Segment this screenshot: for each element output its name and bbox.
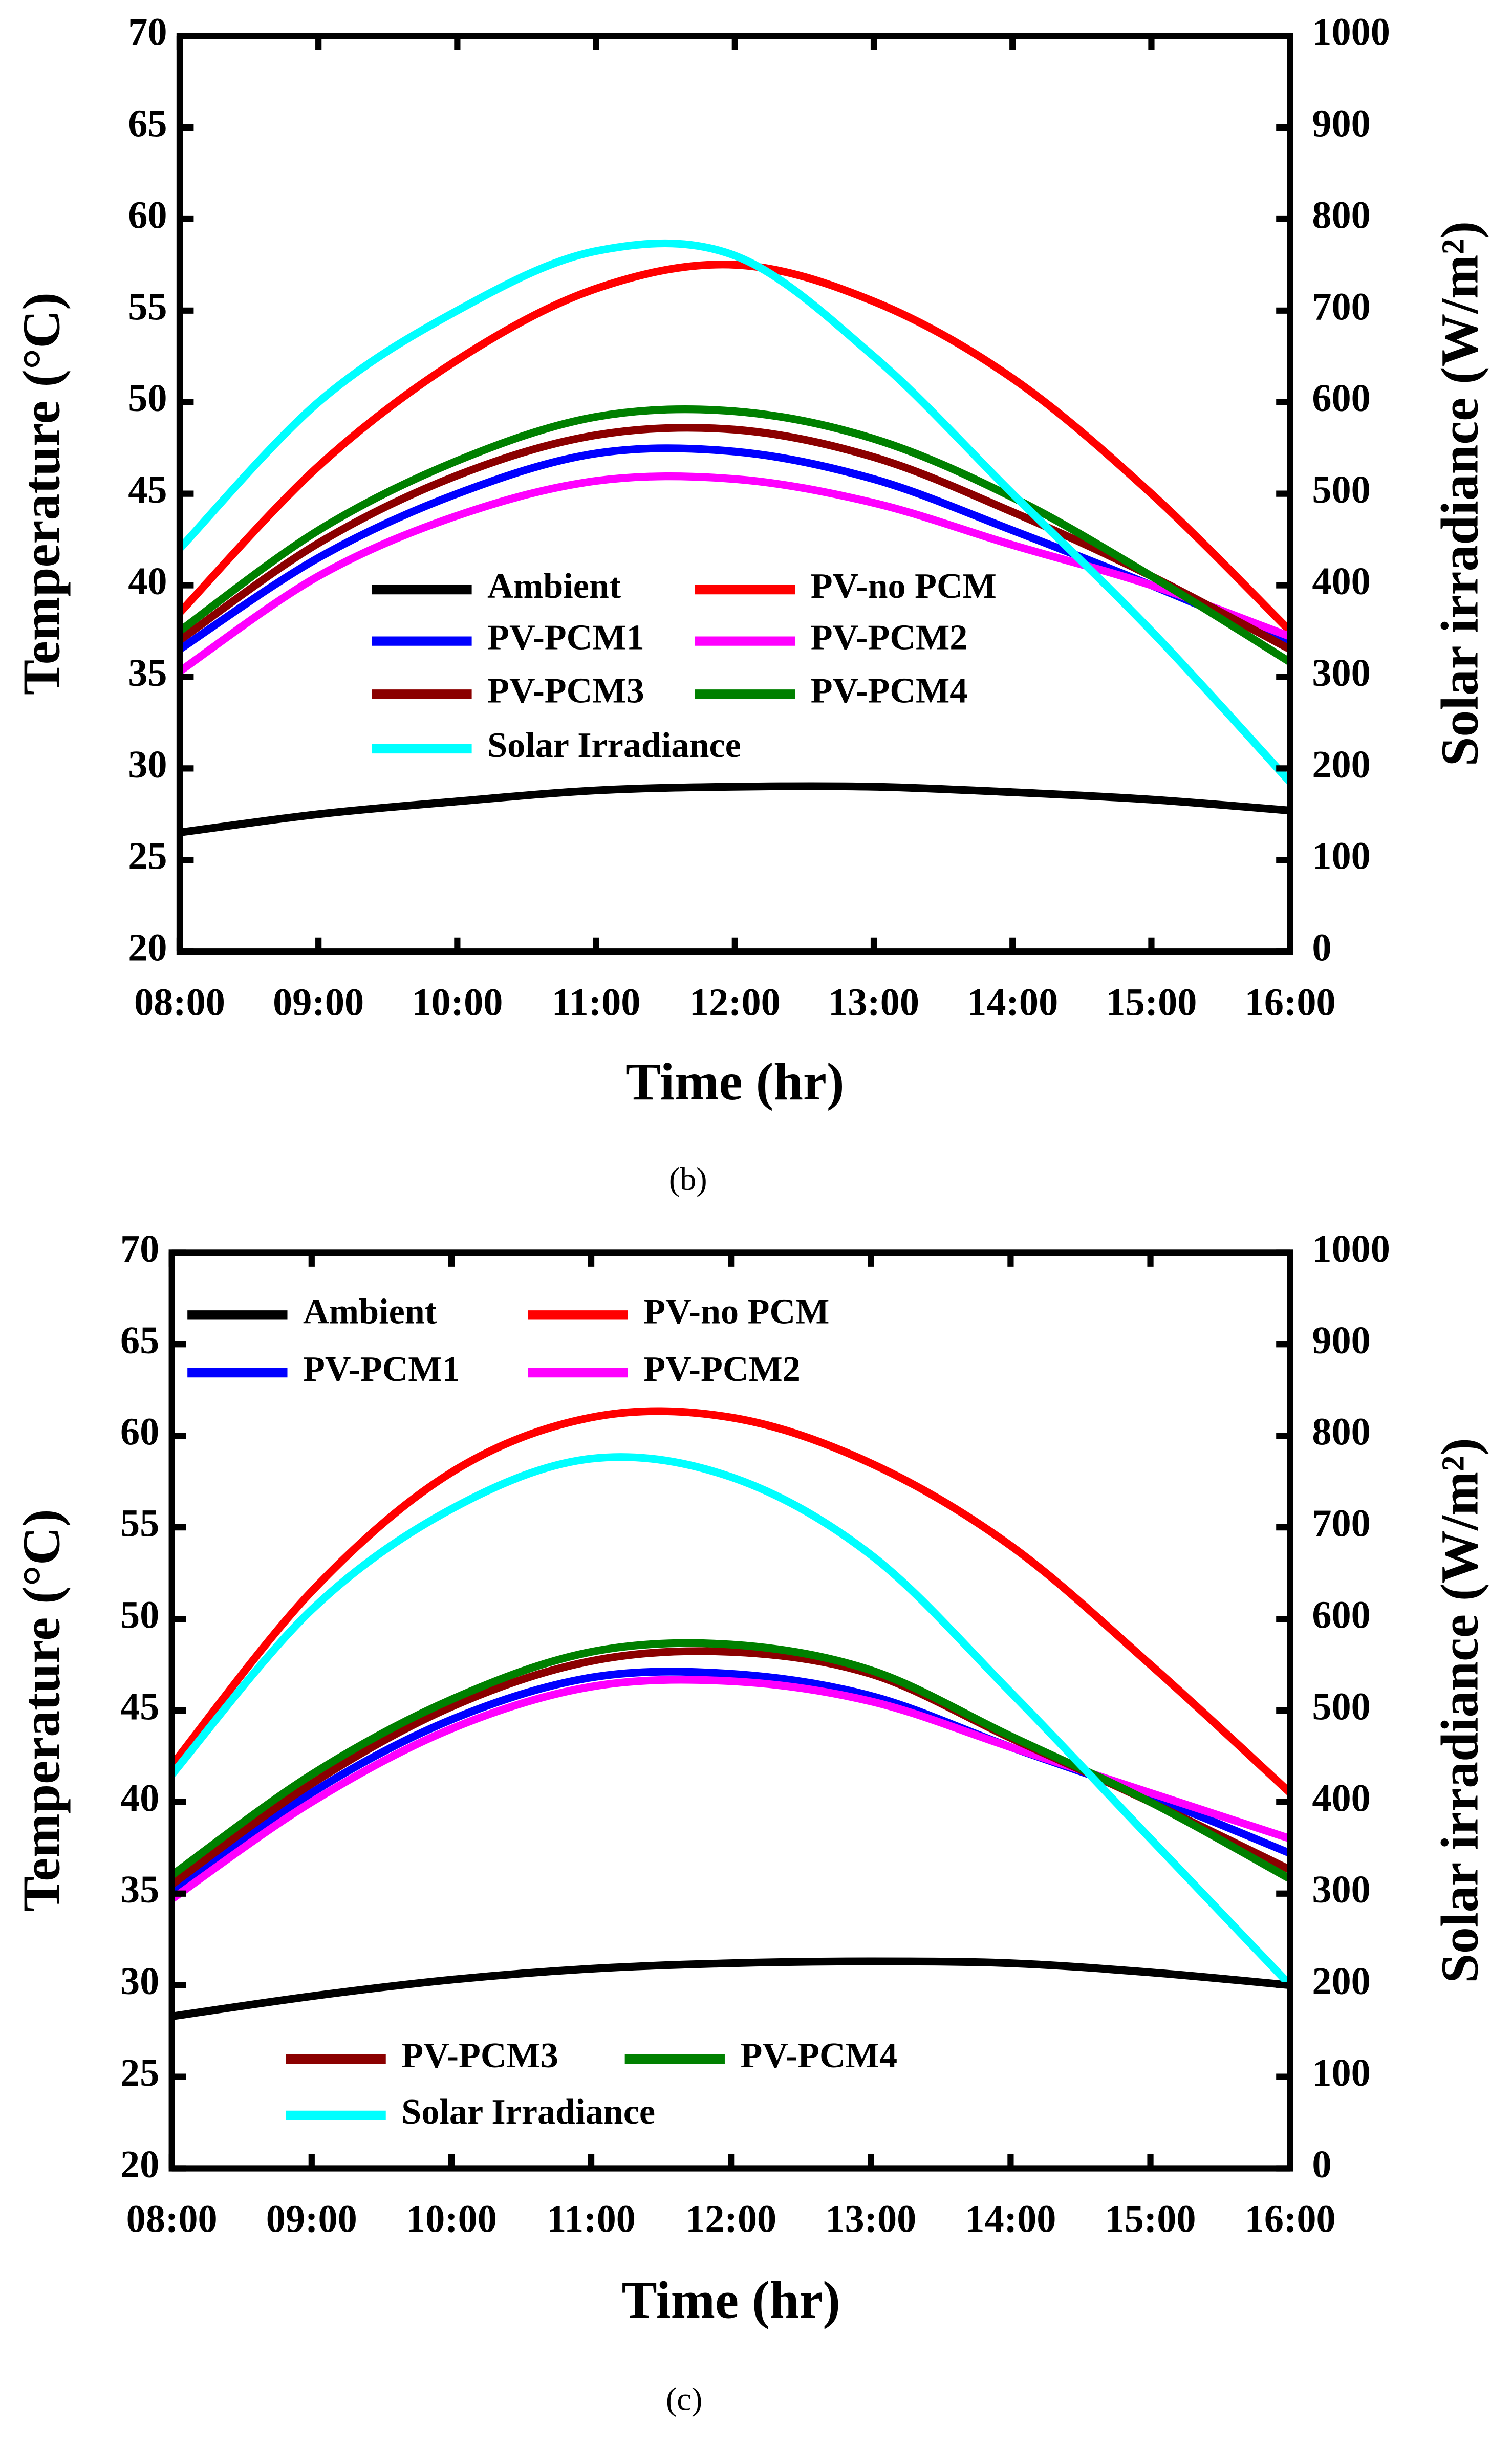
- y2-tick-label: 800: [1312, 193, 1370, 236]
- x-tick-label: 13:00: [828, 981, 919, 1024]
- x-tick-label: 14:00: [967, 981, 1058, 1024]
- series-line: [168, 1407, 1293, 1796]
- y-tick-label: 60: [120, 1411, 159, 1454]
- series-line: [169, 1639, 1292, 1882]
- x-tick-label: 15:00: [1105, 2198, 1196, 2241]
- y2-tick-label: 200: [1312, 743, 1370, 786]
- y2-tick-label: 700: [1312, 285, 1370, 328]
- y-tick-label: 40: [120, 1777, 159, 1820]
- series-line: [171, 1957, 1291, 2021]
- chart: 2025303540455055606570010020030040050060…: [12, 11, 1489, 1197]
- y-tick-label: 50: [128, 377, 167, 420]
- y-tick-label: 20: [128, 926, 167, 969]
- y-tick-label: 35: [128, 652, 167, 695]
- y2-tick-label: 600: [1312, 1594, 1370, 1637]
- legend-label: PV-no PCM: [643, 1291, 829, 1331]
- y-tick-label: 65: [120, 1319, 159, 1362]
- plot-frame: [168, 1249, 1293, 2172]
- y-tick-label: 55: [128, 285, 167, 328]
- y-tick-label: 40: [128, 560, 167, 603]
- y-tick-label: 70: [120, 1227, 159, 1270]
- y2-tick-label: 0: [1312, 926, 1331, 969]
- x-tick-label: 16:00: [1245, 981, 1336, 1024]
- y2-tick-label: 1000: [1312, 1227, 1390, 1270]
- y-tick-label: 55: [120, 1502, 159, 1545]
- series-line: [169, 1647, 1292, 1888]
- x-tick-label: 15:00: [1106, 981, 1197, 1024]
- y-axis-label: Temperature (°C): [12, 1509, 71, 1912]
- legend-label: PV-PCM1: [487, 618, 644, 658]
- y2-tick-label: 200: [1312, 1960, 1370, 2003]
- x-tick-label: 09:00: [266, 2198, 357, 2241]
- y2-tick-label: 400: [1312, 1777, 1370, 1820]
- x-tick-label: 10:00: [406, 2198, 497, 2241]
- x-axis-label: Time (hr): [625, 1053, 844, 1111]
- y2-tick-label: 900: [1312, 102, 1370, 145]
- series-line: [177, 239, 1293, 785]
- y-tick-label: 35: [120, 1868, 159, 1911]
- legend-label: PV-PCM3: [401, 2036, 558, 2075]
- y2-axis-label: Solar irradiance (W/m²): [1431, 221, 1489, 766]
- series-line: [168, 1453, 1293, 1988]
- legend-label: Solar Irradiance: [487, 725, 741, 765]
- y2-tick-label: 500: [1312, 1685, 1370, 1728]
- y-tick-label: 50: [120, 1594, 159, 1637]
- series-line: [177, 261, 1293, 634]
- y2-tick-label: 400: [1312, 560, 1370, 603]
- y-tick-label: 20: [120, 2143, 159, 2186]
- legend-label: Ambient: [303, 1291, 437, 1331]
- x-tick-label: 14:00: [965, 2198, 1056, 2241]
- series-line: [177, 405, 1292, 666]
- x-tick-label: 12:00: [689, 981, 781, 1024]
- x-tick-label: 08:00: [134, 981, 225, 1024]
- y-axis-label: Temperature (°C): [12, 292, 71, 695]
- y-tick-label: 25: [128, 835, 167, 878]
- series-line: [177, 472, 1292, 675]
- legend-label: PV-PCM2: [643, 1349, 801, 1389]
- x-tick-label: 08:00: [126, 2198, 218, 2241]
- y2-tick-label: 900: [1312, 1319, 1370, 1362]
- legend-label: PV-PCM3: [487, 670, 644, 710]
- legend-label: PV-PCM1: [303, 1349, 460, 1389]
- y-tick-label: 65: [128, 102, 167, 145]
- series-line: [179, 782, 1291, 837]
- y2-tick-label: 300: [1312, 652, 1370, 695]
- y-tick-label: 60: [128, 193, 167, 236]
- subtitle: (c): [666, 2380, 702, 2417]
- y2-axis-label: Solar irradiance (W/m²): [1431, 1438, 1489, 1983]
- y-tick-label: 70: [128, 11, 167, 54]
- y2-tick-label: 700: [1312, 1502, 1370, 1545]
- y2-tick-label: 500: [1312, 468, 1370, 511]
- y-tick-label: 30: [128, 743, 167, 786]
- x-tick-label: 11:00: [552, 981, 641, 1024]
- y2-tick-label: 0: [1312, 2143, 1331, 2186]
- y-tick-label: 45: [128, 468, 167, 511]
- x-axis-label: Time (hr): [621, 2271, 840, 2330]
- y2-tick-label: 100: [1312, 835, 1370, 878]
- legend-label: PV-no PCM: [811, 566, 997, 606]
- x-tick-label: 10:00: [412, 981, 503, 1024]
- x-tick-label: 16:00: [1245, 2198, 1336, 2241]
- y2-tick-label: 1000: [1312, 11, 1390, 54]
- x-tick-label: 11:00: [547, 2198, 636, 2241]
- x-tick-label: 13:00: [825, 2198, 916, 2241]
- y-tick-label: 30: [120, 1960, 159, 2003]
- chart: 2025303540455055606570010020030040050060…: [12, 1227, 1489, 2417]
- y-tick-label: 25: [120, 2051, 159, 2094]
- legend-label: PV-PCM2: [811, 618, 968, 658]
- x-tick-label: 12:00: [685, 2198, 776, 2241]
- legend-label: PV-PCM4: [811, 670, 968, 710]
- legend-label: PV-PCM4: [740, 2036, 897, 2075]
- y2-tick-label: 800: [1312, 1411, 1370, 1454]
- subtitle: (b): [669, 1161, 707, 1197]
- legend-label: Solar Irradiance: [401, 2092, 655, 2132]
- legend-label: Ambient: [487, 566, 621, 606]
- y-tick-label: 45: [120, 1685, 159, 1728]
- y2-tick-label: 600: [1312, 377, 1370, 420]
- y2-tick-label: 300: [1312, 1868, 1370, 1911]
- y2-tick-label: 100: [1312, 2051, 1370, 2094]
- x-tick-label: 09:00: [273, 981, 364, 1024]
